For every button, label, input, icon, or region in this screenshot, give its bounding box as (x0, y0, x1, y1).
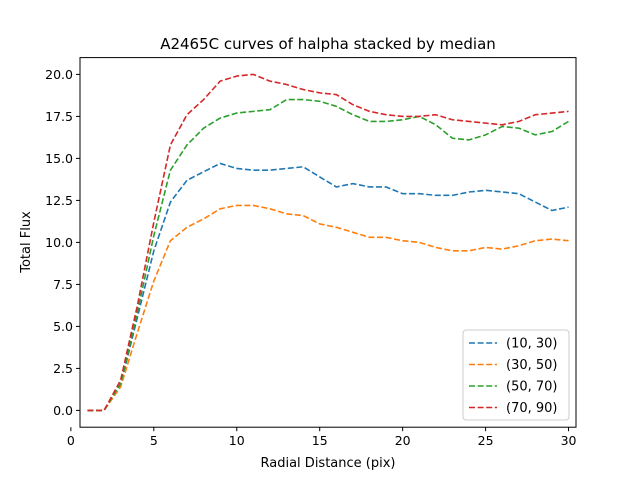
plot-area (87, 73, 569, 412)
x-tick-label: 0 (67, 433, 75, 448)
series-line-2 (87, 204, 569, 412)
chart-title: A2465C curves of halpha stacked by media… (160, 35, 496, 53)
series-line-1 (87, 162, 569, 412)
y-tick-label: 5.0 (53, 319, 73, 334)
y-tick-label: 20.0 (45, 67, 73, 82)
y-tick-label: 15.0 (45, 151, 73, 166)
series-line-3 (87, 98, 569, 412)
legend-label: (70, 90) (506, 401, 558, 416)
x-tick-label: 5 (150, 433, 158, 448)
y-axis-label: Total Flux (19, 211, 34, 274)
x-axis-ticks: 0 5 10 15 20 25 30 (67, 427, 577, 448)
x-tick-label: 30 (561, 433, 577, 448)
y-tick-label: 17.5 (45, 109, 73, 124)
legend-label: (30, 50) (506, 358, 558, 373)
y-tick-label: 7.5 (53, 277, 73, 292)
legend-label: (10, 30) (506, 337, 558, 352)
y-tick-label: 10.0 (45, 235, 73, 250)
y-tick-label: 2.5 (53, 361, 73, 376)
y-axis-ticks: 0.0 2.5 5.0 7.5 10.0 12.5 15.0 17.5 20.0 (45, 67, 80, 418)
series-line-4 (87, 73, 569, 412)
y-tick-label: 0.0 (53, 403, 73, 418)
legend: (10, 30) (30, 50) (50, 70) (70, 90) (462, 329, 570, 421)
series-lines (87, 73, 569, 412)
x-axis-label: Radial Distance (pix) (261, 456, 396, 471)
x-tick-label: 10 (229, 433, 245, 448)
legend-label: (50, 70) (506, 380, 558, 395)
x-tick-label: 15 (312, 433, 328, 448)
legend-items: (10, 30) (30, 50) (50, 70) (70, 90) (469, 337, 558, 416)
x-tick-label: 20 (395, 433, 411, 448)
x-tick-label: 25 (478, 433, 494, 448)
legend-frame (462, 329, 570, 421)
y-tick-label: 12.5 (45, 193, 73, 208)
